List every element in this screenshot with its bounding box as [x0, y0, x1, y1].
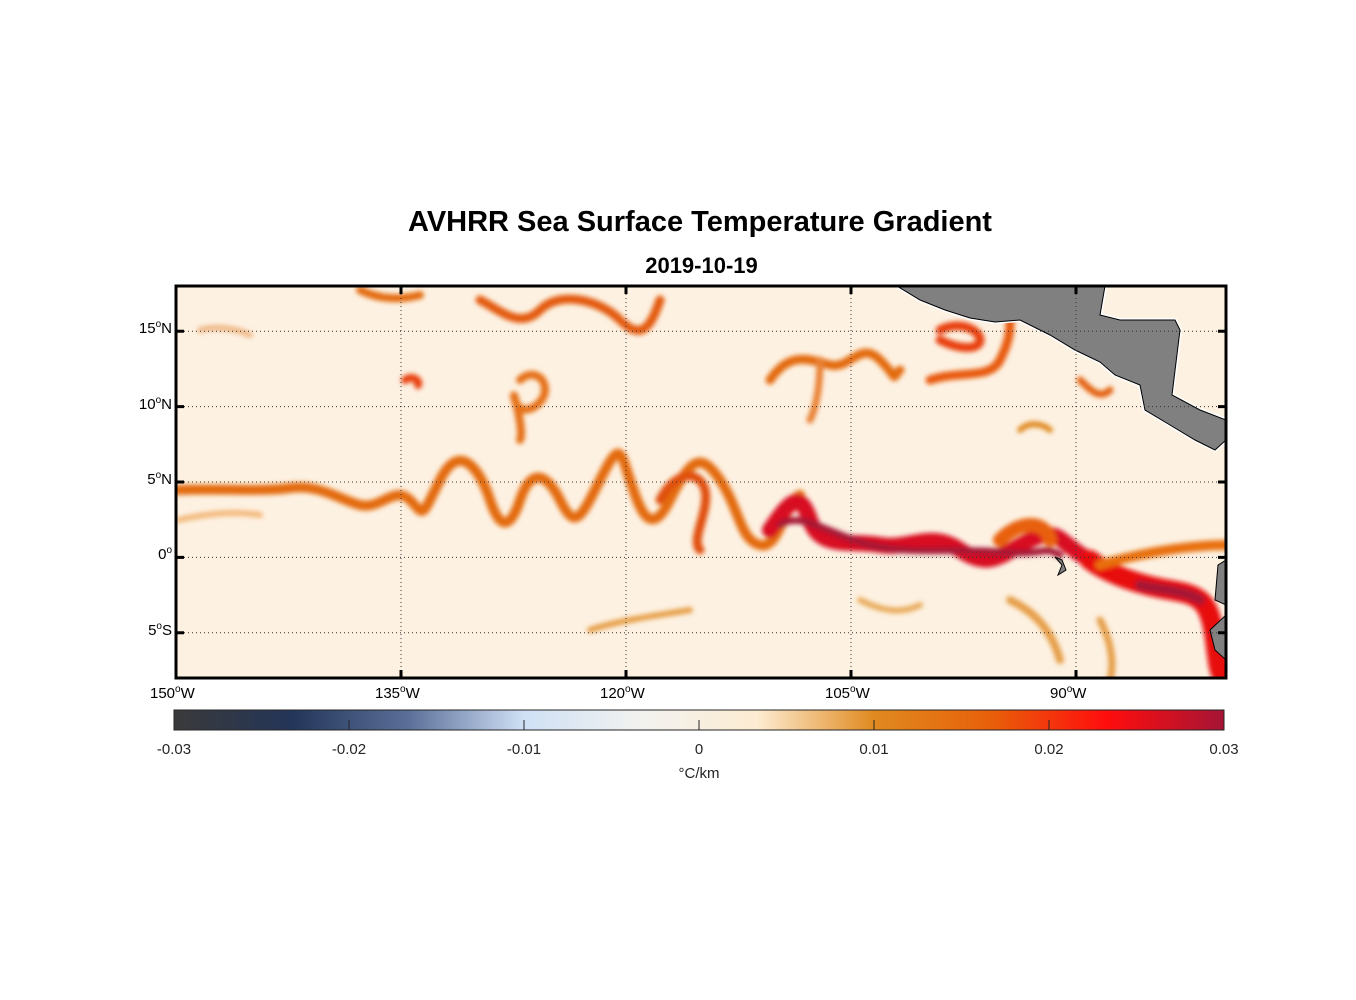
- land-masses: [893, 286, 1226, 661]
- lat-tick-label: 5oN: [147, 470, 172, 488]
- lon-tick-label: 135oW: [375, 684, 420, 702]
- lon-tick-label: 90oW: [1050, 684, 1087, 702]
- colorbar-tick-label: 0.02: [1034, 741, 1064, 758]
- colorbar-tick-label: -0.03: [156, 741, 192, 758]
- lat-tick-label: 10oN: [138, 394, 172, 413]
- colorbar-tick-label: 0.01: [859, 741, 889, 758]
- gradient-fronts: [176, 286, 1226, 678]
- lat-tick-label: 5oS: [148, 620, 172, 639]
- graticule: [176, 286, 1226, 678]
- colorbar-tick-label: 0: [694, 741, 704, 758]
- lat-tick-label: 15oN: [138, 319, 172, 338]
- colorbar-tick-label: -0.02: [331, 741, 367, 758]
- chart-subtitle: 2019-10-19: [645, 253, 758, 278]
- colorbar-tick-label: 0.03: [1209, 741, 1239, 758]
- colorbar-unit-label: °C/km: [678, 765, 720, 782]
- lat-tick-label: 0o: [158, 545, 172, 564]
- lon-tick-label: 150oW: [150, 684, 195, 702]
- chart-title: AVHRR Sea Surface Temperature Gradient: [408, 206, 992, 238]
- lon-tick-label: 105oW: [825, 684, 870, 702]
- colorbar-tick-label: -0.01: [506, 741, 542, 758]
- lon-tick-label: 120oW: [600, 684, 645, 702]
